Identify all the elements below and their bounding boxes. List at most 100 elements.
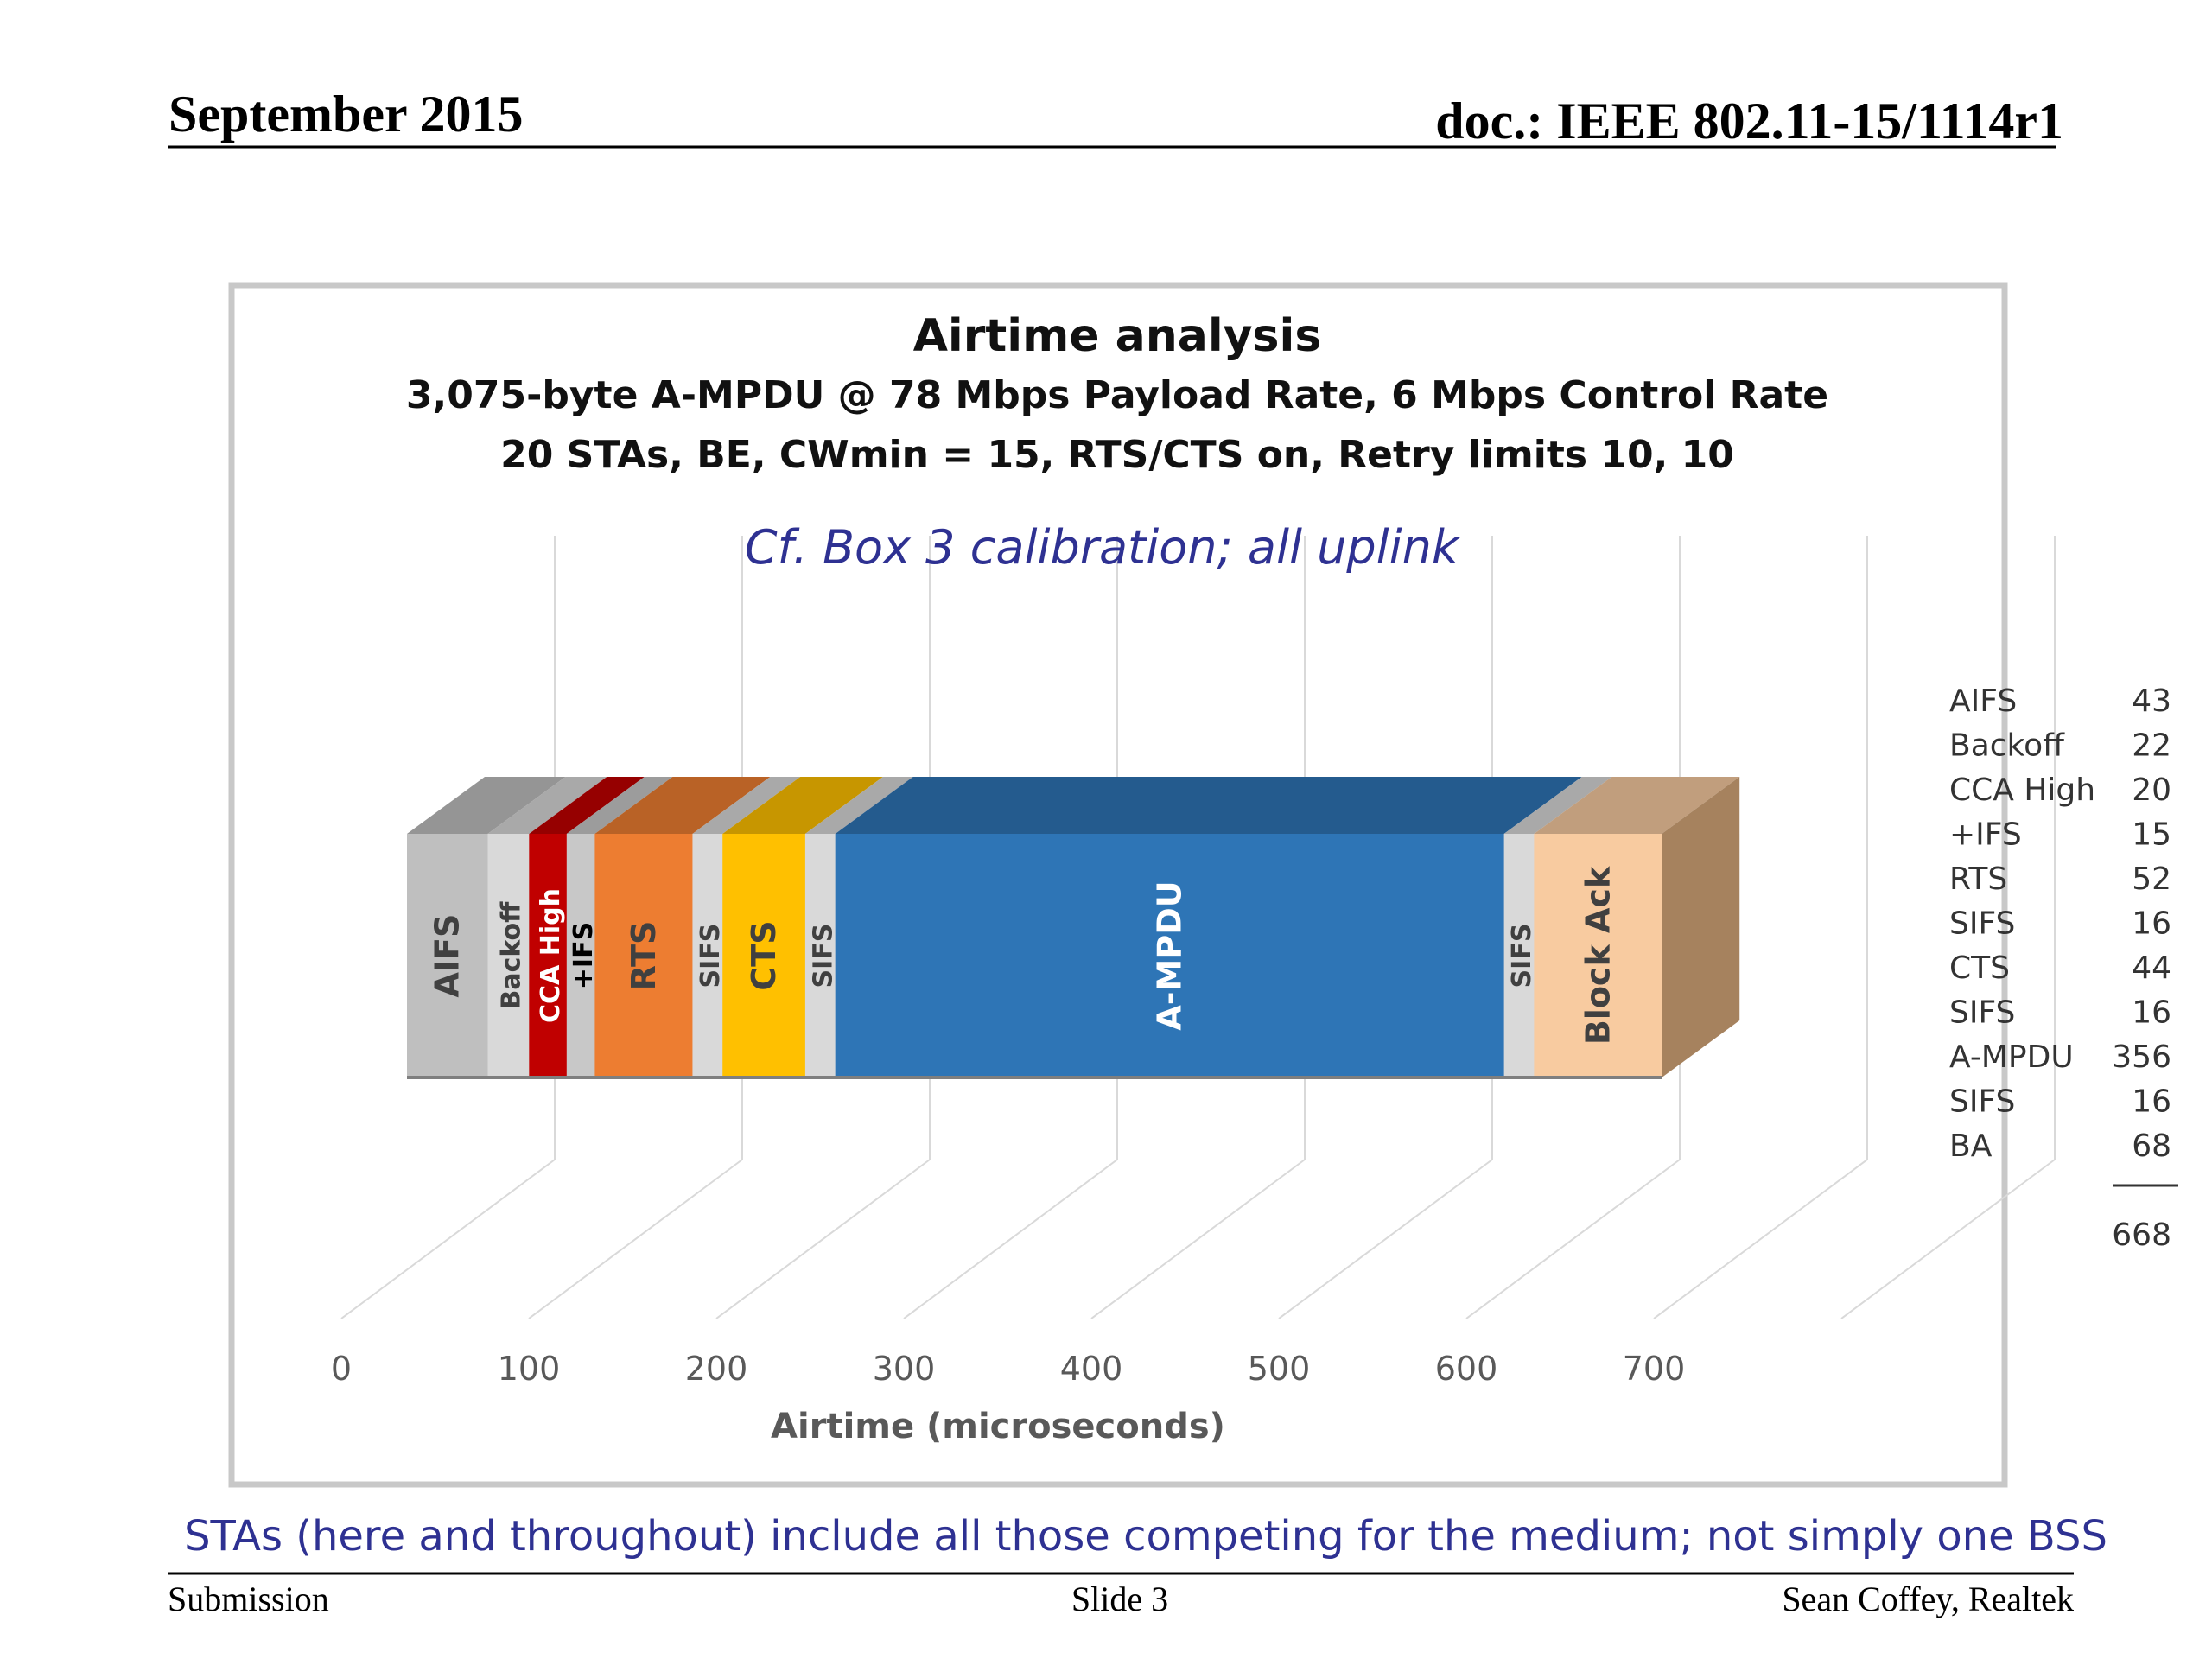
bar-segment-aifs: AIFS bbox=[407, 777, 566, 1077]
segment-front-face bbox=[594, 834, 693, 1077]
table-row-label: SIFS bbox=[1949, 995, 2015, 1031]
bar-segment-sifs: SIFS bbox=[1503, 777, 1612, 1077]
bar-segment-a-mpdu: A-MPDU bbox=[835, 777, 1582, 1077]
segment-top-face bbox=[1503, 777, 1612, 834]
stacked-bar: AIFS Backoff CCA High +IFS RTS SIFS CTS SIFS A-M… bbox=[407, 777, 1740, 1079]
table-row-label: BA bbox=[1949, 1128, 1993, 1164]
floor-gridline bbox=[1653, 1159, 1868, 1319]
bar-segment-cca-high: CCA High bbox=[529, 777, 645, 1077]
floor-gridline bbox=[715, 1159, 931, 1319]
floor-gridline bbox=[1090, 1159, 1306, 1319]
chart-subtitle-2: 20 STAs, BE, CWmin = 15, RTS/CTS on, Ret… bbox=[500, 433, 1734, 477]
segment-front-face bbox=[722, 834, 806, 1077]
x-tick-label: 700 bbox=[1623, 1350, 1686, 1388]
x-tick-label: 0 bbox=[331, 1350, 352, 1388]
footer-left: Submission bbox=[168, 1580, 329, 1618]
segment-front-face bbox=[692, 834, 723, 1077]
segment-top-face bbox=[692, 777, 801, 834]
floor-gridline bbox=[340, 1159, 556, 1319]
segment-front-face bbox=[487, 834, 530, 1077]
chart-subtitle-1: 3,075-byte A-MPDU @ 78 Mbps Payload Rate… bbox=[406, 373, 1828, 417]
table-row-value: 22 bbox=[2132, 728, 2171, 764]
floor-gridline bbox=[1465, 1159, 1681, 1319]
floor-gridline bbox=[1278, 1159, 1493, 1319]
segment-label: +IFS bbox=[569, 922, 599, 989]
bar-segment-backoff: Backoff bbox=[487, 777, 607, 1077]
segment-top-face bbox=[722, 777, 883, 834]
airtime-table: AIFS 43 Backoff 22 CCA High 20 +IFS 15 RTS 52 SIFS… bbox=[1949, 683, 2178, 1253]
chart-annotation: Cf. Box 3 calibration; all uplink bbox=[745, 520, 1461, 575]
x-tick-label: 200 bbox=[685, 1350, 748, 1388]
table-row-label: CCA High bbox=[1949, 772, 2095, 808]
segment-front-face bbox=[407, 834, 488, 1077]
header-doc: doc.: IEEE 802.11-15/1114r1 bbox=[1435, 92, 2063, 149]
footer-note: STAs (here and throughout) include all t… bbox=[184, 1512, 2107, 1560]
floor-gridline bbox=[903, 1159, 1118, 1319]
segment-top-face bbox=[529, 777, 645, 834]
segment-label: Backoff bbox=[496, 901, 526, 1010]
segment-top-face bbox=[487, 777, 607, 834]
bar-segment-sifs: SIFS bbox=[692, 777, 801, 1077]
table-row-value: 44 bbox=[2132, 950, 2171, 986]
bar-segment-sifs: SIFS bbox=[804, 777, 913, 1077]
table-row-value: 52 bbox=[2132, 861, 2171, 897]
x-axis-title: Airtime (microseconds) bbox=[771, 1407, 1225, 1446]
x-axis-ticks: 0 100 200 300 400 500 600 700 bbox=[331, 1350, 1685, 1388]
x-tick-label: 100 bbox=[498, 1350, 561, 1388]
segment-label: RTS bbox=[625, 921, 663, 991]
header-date: September 2015 bbox=[168, 86, 524, 143]
segment-top-face bbox=[594, 777, 771, 834]
table-row-label: SIFS bbox=[1949, 1084, 2015, 1120]
segment-label: Block Ack bbox=[1579, 866, 1617, 1045]
table-row-label: CTS bbox=[1949, 950, 2010, 986]
segment-front-face bbox=[1503, 834, 1535, 1077]
segment-front-face bbox=[804, 834, 836, 1077]
table-row-value: 68 bbox=[2132, 1128, 2171, 1164]
segment-label: AIFS bbox=[429, 914, 467, 998]
segment-top-face bbox=[804, 777, 913, 834]
table-row-label: A-MPDU bbox=[1949, 1039, 2074, 1075]
segment-label: SIFS bbox=[696, 924, 726, 988]
table-row-value: 356 bbox=[2112, 1039, 2171, 1075]
segment-label: CTS bbox=[745, 920, 783, 990]
x-tick-label: 500 bbox=[1248, 1350, 1311, 1388]
table-row-value: 16 bbox=[2132, 906, 2171, 942]
bar-segment-block-ack: Block Ack bbox=[1534, 777, 1740, 1077]
segment-top-face bbox=[1534, 777, 1740, 834]
segment-label: SIFS bbox=[808, 924, 838, 988]
table-row-value: 16 bbox=[2132, 1084, 2171, 1120]
table-total: 668 bbox=[2112, 1217, 2171, 1253]
floor-gridline bbox=[528, 1159, 743, 1319]
x-tick-label: 300 bbox=[873, 1350, 936, 1388]
bar-end-face bbox=[1662, 777, 1740, 1077]
segment-front-face bbox=[835, 834, 1505, 1077]
x-tick-label: 600 bbox=[1435, 1350, 1498, 1388]
floor-gridline bbox=[1840, 1159, 2056, 1319]
table-row-label: +IFS bbox=[1949, 817, 2022, 853]
bar-segment--ifs: +IFS bbox=[566, 777, 673, 1077]
table-row-value: 20 bbox=[2132, 772, 2171, 808]
table-row-label: RTS bbox=[1949, 861, 2007, 897]
segment-front-face bbox=[529, 834, 568, 1077]
table-row-label: AIFS bbox=[1949, 683, 2017, 719]
segment-label: CCA High bbox=[536, 888, 566, 1023]
bar-segment-rts: RTS bbox=[594, 777, 771, 1077]
table-row-label: SIFS bbox=[1949, 906, 2015, 942]
table-row-value: 16 bbox=[2132, 995, 2171, 1031]
bar-segment-cts: CTS bbox=[722, 777, 883, 1077]
segment-top-face bbox=[835, 777, 1582, 834]
segment-label: SIFS bbox=[1507, 924, 1537, 988]
footer-center: Slide 3 bbox=[1071, 1580, 1168, 1618]
segment-top-face bbox=[566, 777, 673, 834]
footer-right: Sean Coffey, Realtek bbox=[1782, 1580, 2074, 1618]
segment-front-face bbox=[566, 834, 595, 1077]
segment-front-face bbox=[1534, 834, 1662, 1077]
x-tick-label: 400 bbox=[1060, 1350, 1123, 1388]
segment-top-face bbox=[407, 777, 566, 834]
segment-label: A-MPDU bbox=[1151, 880, 1189, 1030]
chart-title: Airtime analysis bbox=[913, 310, 1322, 362]
table-row-value: 15 bbox=[2132, 817, 2171, 853]
table-row-label: Backoff bbox=[1949, 728, 2065, 764]
table-row-value: 43 bbox=[2132, 683, 2171, 719]
